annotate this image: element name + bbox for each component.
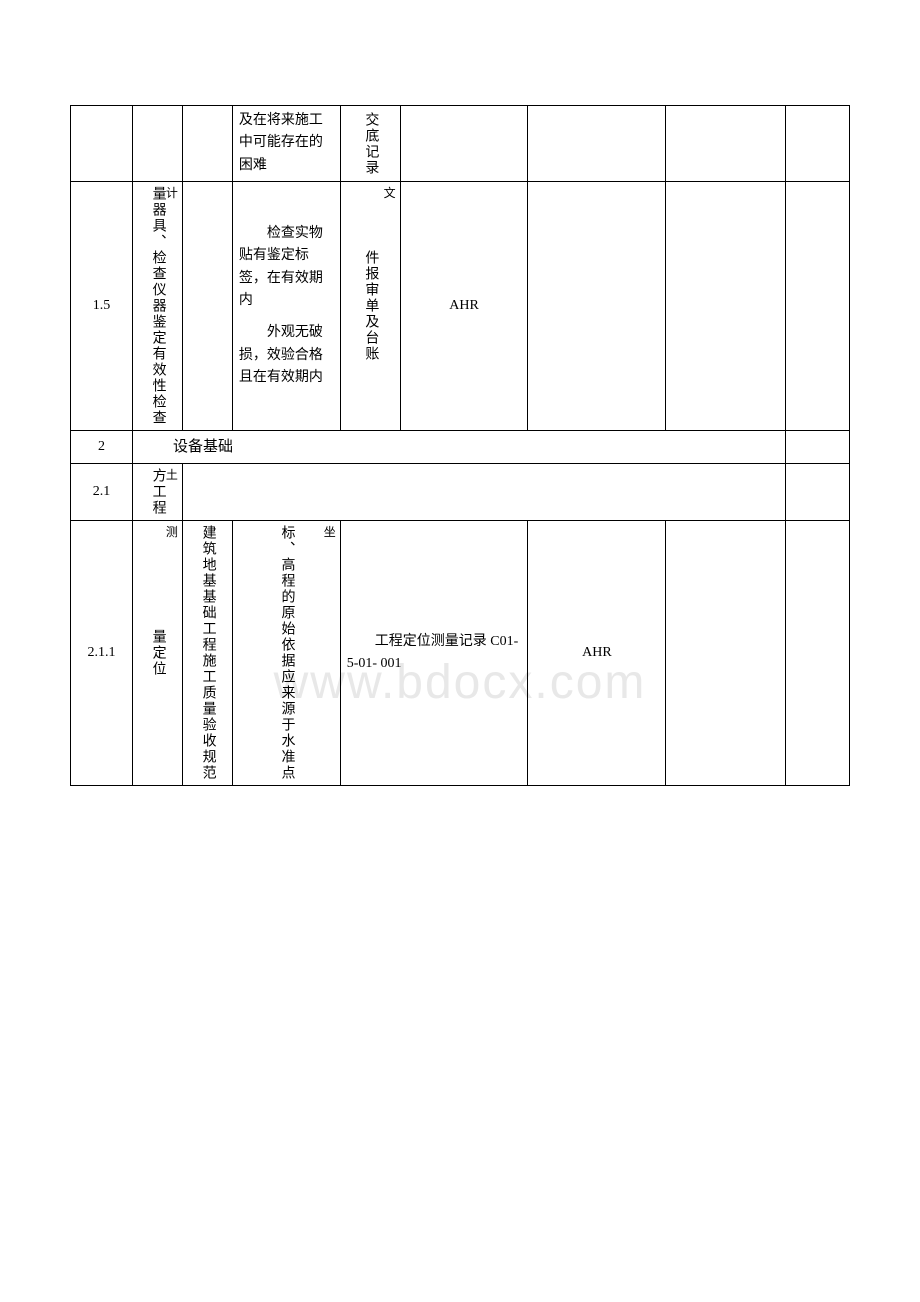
cell: 土 方工程 bbox=[132, 464, 182, 521]
cell-text: 量器具、检查仪器鉴定有效性检查 bbox=[146, 186, 168, 426]
section-header: 设备基础 bbox=[132, 431, 785, 464]
cell bbox=[182, 464, 785, 521]
cell: AHR bbox=[528, 521, 666, 786]
cell bbox=[666, 182, 786, 431]
cell: 交底记录 bbox=[340, 106, 400, 182]
cell-prefix: 坐 bbox=[324, 523, 336, 542]
cell-prefix: 测 bbox=[166, 523, 178, 542]
table-row: 及在将来施工中可能存在的困难 交底记录 bbox=[71, 106, 850, 182]
cell-text: 工程定位测量记录 C01-5-01- 001 bbox=[347, 631, 522, 676]
cell: 测 量定位 bbox=[132, 521, 182, 786]
cell bbox=[786, 106, 850, 182]
table-row: 2.1 土 方工程 bbox=[71, 464, 850, 521]
cell-index: 2.1.1 bbox=[71, 521, 133, 786]
cell bbox=[528, 106, 666, 182]
data-table: 及在将来施工中可能存在的困难 交底记录 1.5 计 量器具、检查仪器鉴定有效性检… bbox=[70, 105, 850, 786]
cell-text: 标、高程的原始依据应来源于水准点 bbox=[275, 525, 297, 781]
cell-p1: 检查实物贴有鉴定标签，在有效期内 bbox=[239, 223, 334, 313]
table-row-header: 2 设备基础 bbox=[71, 431, 850, 464]
cell bbox=[786, 464, 850, 521]
cell bbox=[182, 106, 232, 182]
cell: 坐 标、高程的原始依据应来源于水准点 bbox=[232, 521, 340, 786]
cell-p2: 外观无破损，效验合格且在有效期内 bbox=[239, 322, 334, 389]
cell: 工程定位测量记录 C01-5-01- 001 bbox=[340, 521, 528, 786]
cell-index bbox=[71, 106, 133, 182]
table-row: 2.1.1 测 量定位 建筑地基基础工程施工质量验收规范 坐 标、高程的原始依据… bbox=[71, 521, 850, 786]
cell-text: 件报审单及台账 bbox=[359, 250, 381, 362]
cell bbox=[786, 182, 850, 431]
cell bbox=[786, 521, 850, 786]
cell-prefix: 文 bbox=[384, 184, 396, 203]
cell bbox=[182, 182, 232, 431]
cell: 建筑地基基础工程施工质量验收规范 bbox=[182, 521, 232, 786]
cell-index: 2.1 bbox=[71, 464, 133, 521]
cell: 检查实物贴有鉴定标签，在有效期内 外观无破损，效验合格且在有效期内 bbox=[232, 182, 340, 431]
cell bbox=[666, 106, 786, 182]
cell-text: 交底记录 bbox=[359, 112, 381, 176]
cell-text: 建筑地基基础工程施工质量验收规范 bbox=[196, 525, 218, 781]
cell-text: 量定位 bbox=[146, 629, 168, 677]
cell bbox=[400, 106, 528, 182]
cell-prefix: 计 bbox=[166, 184, 178, 203]
cell: 文 件报审单及台账 bbox=[340, 182, 400, 431]
cell-prefix: 土 bbox=[166, 466, 178, 485]
cell bbox=[666, 521, 786, 786]
cell: AHR bbox=[400, 182, 528, 431]
cell bbox=[528, 182, 666, 431]
cell: 及在将来施工中可能存在的困难 bbox=[232, 106, 340, 182]
cell bbox=[786, 431, 850, 464]
cell bbox=[132, 106, 182, 182]
cell-index: 1.5 bbox=[71, 182, 133, 431]
table-row: 1.5 计 量器具、检查仪器鉴定有效性检查 检查实物贴有鉴定标签，在有效期内 外… bbox=[71, 182, 850, 431]
cell: 计 量器具、检查仪器鉴定有效性检查 bbox=[132, 182, 182, 431]
cell-index: 2 bbox=[71, 431, 133, 464]
